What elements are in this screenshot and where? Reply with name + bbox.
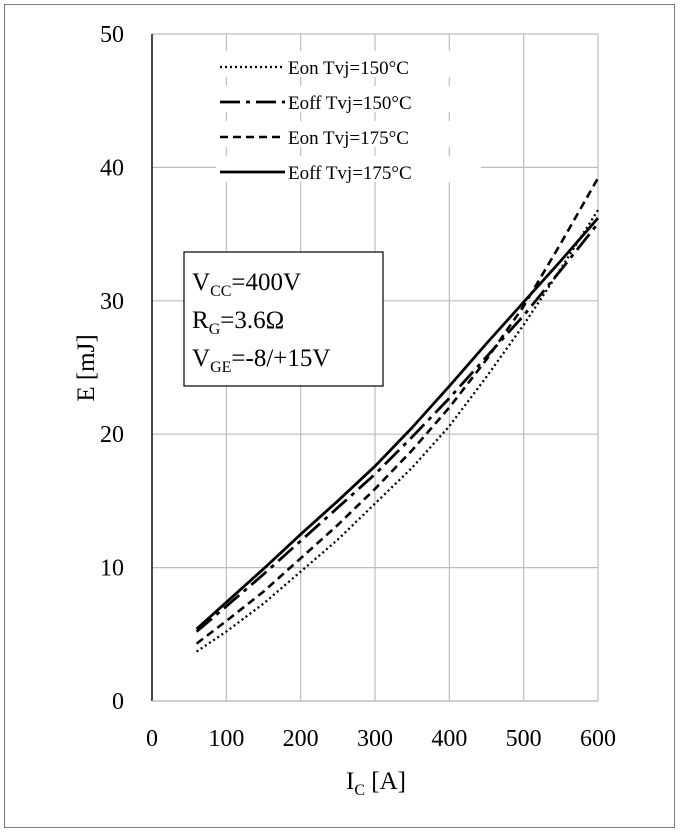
legend-label: Eoff Tvj=150°C <box>288 93 412 114</box>
conditions-box: VCC=400V RG=3.6Ω VGE=-8/+15V <box>183 251 384 387</box>
legend-label: Eon Tvj=175°C <box>288 128 409 149</box>
y-tick-label: 20 <box>100 422 124 448</box>
legend-label: Eoff Tvj=175°C <box>288 163 412 184</box>
legend-entry-bg <box>216 156 481 182</box>
series-line <box>195 209 599 653</box>
legend-entry-bg <box>216 121 481 147</box>
legend-label: Eon Tvj=150°C <box>288 58 409 79</box>
x-tick-label: 300 <box>357 726 393 752</box>
y-tick-label: 50 <box>100 22 124 48</box>
legend: Eon Tvj=150°C Eoff Tvj=150°C Eon Tvj=175°C… <box>216 51 481 184</box>
x-tick-label: 500 <box>506 726 542 752</box>
tick-labels: 0 100 200 300 400 500 600 0 10 20 30 40 50 <box>100 22 616 752</box>
x-axis-label-main: I <box>346 768 354 795</box>
legend-entry-bg <box>216 51 481 77</box>
x-axis-label-rest: [A] <box>365 768 406 795</box>
series-line <box>195 222 600 633</box>
x-tick-label: 0 <box>146 726 158 752</box>
conditions-box-border <box>183 251 384 387</box>
x-tick-label: 100 <box>208 726 244 752</box>
y-axis-label: E [mJ] <box>73 334 100 401</box>
y-tick-label: 0 <box>112 689 124 715</box>
y-tick-label: 30 <box>100 289 124 315</box>
y-tick-label: 10 <box>100 556 124 582</box>
condition-rg: RG=3.6Ω <box>192 307 284 338</box>
x-tick-label: 600 <box>580 726 616 752</box>
condition-vge: VGE=-8/+15V <box>192 345 330 376</box>
x-axis-label-sub: C <box>354 782 365 799</box>
legend-entry-bg <box>216 86 481 112</box>
x-tick-label: 200 <box>283 726 319 752</box>
series-line <box>195 217 600 631</box>
x-tick-label: 400 <box>431 726 467 752</box>
y-tick-label: 40 <box>100 155 124 181</box>
x-axis-label: IC [A] <box>346 768 406 799</box>
series-lines <box>195 177 600 653</box>
condition-vcc: VCC=400V <box>192 269 301 300</box>
